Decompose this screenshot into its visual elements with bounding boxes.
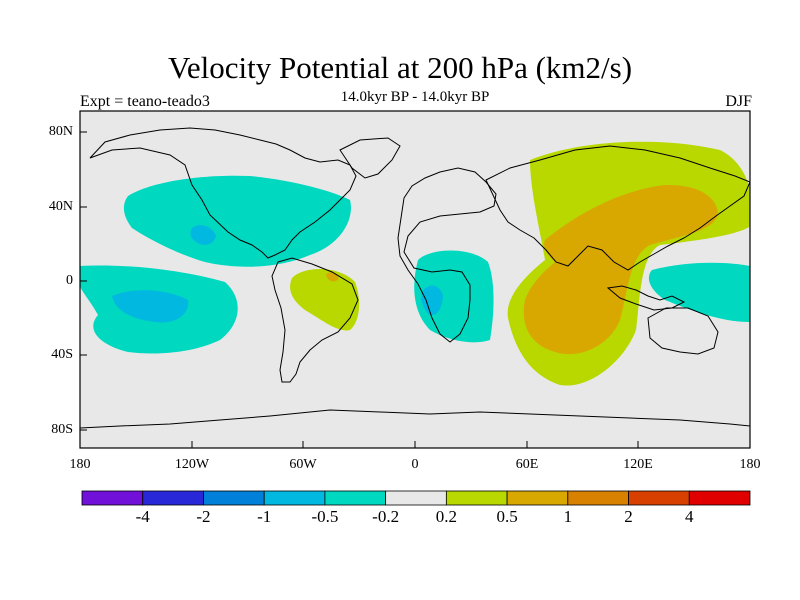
colorbar-label: -1 — [257, 507, 272, 526]
south-america-strong-positive-region — [326, 272, 339, 282]
experiment-label: Expt = teano-teado3 — [80, 93, 210, 110]
north-america-inner-negative-region — [190, 225, 216, 245]
greenland-coastline — [339, 137, 401, 179]
colorbar-label: -4 — [135, 507, 150, 526]
colorbar-label: 2 — [624, 507, 633, 526]
map-frame — [79, 110, 751, 449]
atlantic-inner-negative-region — [421, 285, 443, 316]
lon-label-120e: 120E — [623, 457, 653, 472]
maritime-continent-coastline — [606, 285, 686, 311]
lon-label-60e: 60E — [515, 457, 539, 472]
asia-indian-ocean-strong-positive-region — [523, 184, 718, 355]
coastlines — [80, 127, 750, 429]
lon-label-120w: 120W — [174, 457, 210, 472]
colorbar-label: -0.5 — [311, 507, 339, 526]
colorbar-swatch — [567, 490, 629, 506]
lon-label-60w: 60W — [289, 457, 317, 472]
negative-velocity-potential-regions — [80, 175, 750, 354]
map-subtitle: 14.0kyr BP - 14.0kyr BP — [340, 89, 490, 105]
map-plot-area — [80, 111, 750, 448]
south-america-positive-region — [290, 269, 360, 331]
lat-label-40n: 40N — [48, 199, 73, 214]
colorbar-label: 4 — [685, 507, 694, 526]
asia-coastline — [485, 145, 750, 271]
colorbar-swatch — [445, 490, 508, 506]
colorbar-swatch — [263, 490, 326, 506]
colorbar-swatch — [628, 490, 690, 506]
lat-label-40s: 40S — [51, 347, 73, 362]
lat-label-equator: 0 — [66, 273, 73, 288]
south-pacific-inner-negative-region — [112, 290, 189, 323]
map-title: Velocity Potential at 200 hPa (km2/s) — [167, 50, 633, 85]
colorbar-label: 0.2 — [435, 507, 457, 526]
lon-label-180w: 180 — [69, 457, 91, 472]
colorbar-swatch — [506, 490, 569, 506]
colorbar-label: -2 — [196, 507, 211, 526]
colorbar-label: 1 — [563, 507, 573, 526]
positive-velocity-potential-regions — [290, 141, 750, 386]
colorbar-swatch — [203, 490, 265, 506]
colorbar — [81, 490, 751, 506]
colorbar-swatch — [142, 490, 204, 506]
colorbar-label: 0.5 — [496, 507, 518, 526]
north-pacific-atlantic-negative-region — [123, 175, 351, 267]
atlantic-africa-negative-region — [414, 250, 494, 343]
colorbar-label: -0.2 — [372, 507, 400, 526]
south-america-coastline — [271, 257, 359, 383]
europe-africa-coastline — [397, 167, 497, 343]
lat-label-80n: 80N — [48, 124, 73, 139]
antarctica-coastline — [80, 409, 750, 429]
lon-label-180e: 180 — [739, 457, 761, 472]
australia-coastline — [647, 307, 719, 355]
lat-label-80s: 80S — [51, 422, 73, 437]
lon-label-0: 0 — [411, 457, 419, 472]
colorbar-swatch — [81, 490, 144, 506]
north-america-coastline — [89, 127, 357, 259]
season-label: DJF — [725, 93, 752, 110]
colorbar-swatch — [688, 490, 751, 506]
west-pacific-negative-region — [648, 262, 750, 322]
colorbar-swatch — [324, 490, 387, 506]
colorbar-swatch — [385, 490, 447, 506]
